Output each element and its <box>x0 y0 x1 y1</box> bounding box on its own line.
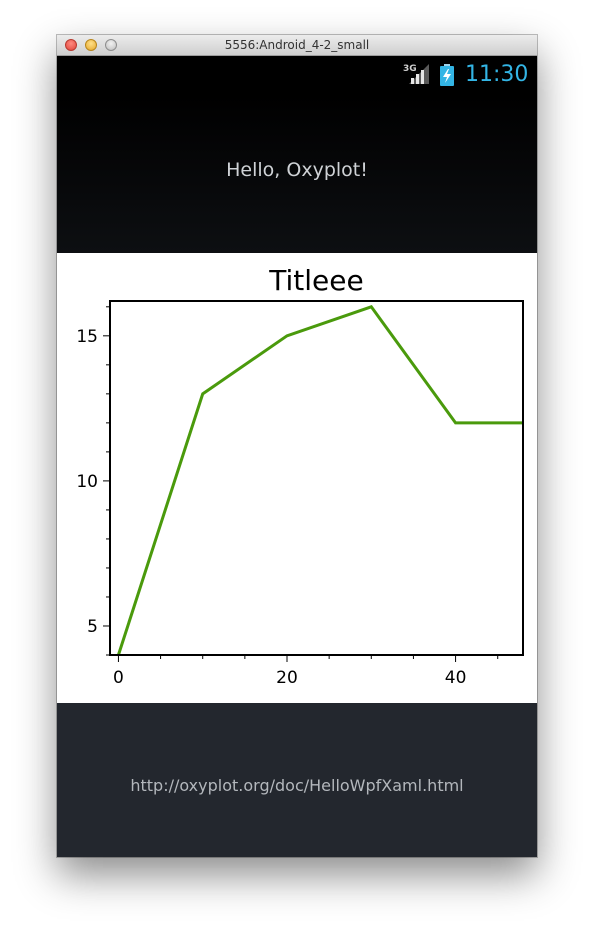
y-tick-label: 10 <box>76 472 98 492</box>
chart-title: Titleee <box>268 264 363 297</box>
y-tick-label: 5 <box>87 617 98 637</box>
line-chart[interactable]: Titleee 0 20 40 5 10 15 <box>57 253 537 703</box>
window-titlebar: 5556:Android_4-2_small <box>57 35 537 56</box>
app-header: Hello, Oxyplot! <box>57 94 537 253</box>
hello-text: Hello, Oxyplot! <box>226 159 368 181</box>
android-status-bar: 3G 11:30 <box>57 56 537 94</box>
series-line-0 <box>117 305 523 655</box>
zoom-window-button[interactable] <box>105 39 117 51</box>
doc-link[interactable]: http://oxyplot.org/doc/HelloWpfXaml.html <box>130 776 464 795</box>
signal-icon <box>409 64 429 84</box>
plot-view[interactable]: Titleee 0 20 40 5 10 15 <box>57 253 537 703</box>
plot-frame <box>109 300 524 656</box>
x-tick-label: 20 <box>276 668 298 688</box>
x-tick-label: 40 <box>445 668 467 688</box>
network-type-label: 3G <box>403 64 417 74</box>
battery-charging-icon <box>440 64 454 86</box>
y-tick-label: 15 <box>76 327 98 347</box>
emulator-window: 5556:Android_4-2_small 3G 11:30 Hello, O… <box>57 35 537 857</box>
x-tick-label: 0 <box>113 668 124 688</box>
app-footer: http://oxyplot.org/doc/HelloWpfXaml.html <box>57 703 537 857</box>
window-title: 5556:Android_4-2_small <box>224 38 370 52</box>
minimize-window-button[interactable] <box>85 39 97 51</box>
close-window-button[interactable] <box>65 39 77 51</box>
status-clock: 11:30 <box>465 62 529 87</box>
